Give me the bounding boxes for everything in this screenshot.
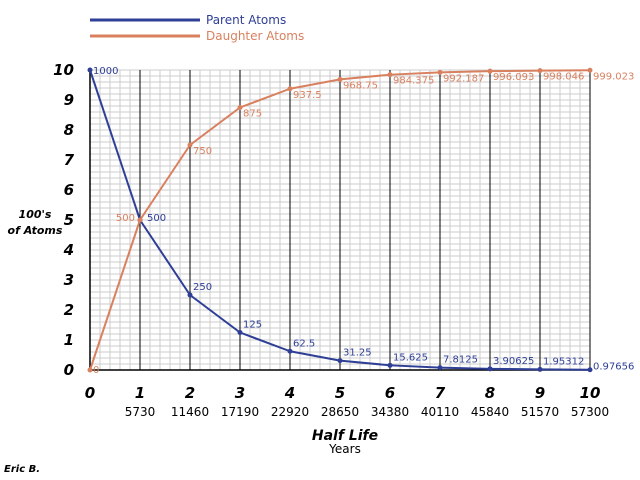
data-labels: 1000 500 250 125 62.5 31.25 15.625 7.8125 3.9062… <box>93 66 634 376</box>
y-tick-label: 5 <box>64 211 74 229</box>
legend-label: Parent Atoms <box>206 13 286 27</box>
parent-atoms-point <box>537 366 543 372</box>
x-tick-year: 11460 <box>171 405 209 419</box>
tick-labels: 0 1 2 3 4 5 6 7 8 9 10 0 1 5730 2 11460 3 17190 4 22920 5 286… <box>53 61 609 419</box>
y-axis-label-line1: 100's <box>18 208 52 221</box>
parent-atoms-data-label: 250 <box>193 282 212 293</box>
daughter-atoms-point <box>87 367 93 373</box>
x-tick-year: 17190 <box>221 405 259 419</box>
parent-atoms-point <box>237 330 243 335</box>
x-tick-label: 6 <box>385 384 395 402</box>
y-tick-label: 0 <box>64 361 74 379</box>
x-tick-label: 1 <box>135 384 145 402</box>
x-tick-year: 5730 <box>125 405 156 419</box>
parent-atoms-data-label: 7.8125 <box>443 355 478 366</box>
parent-atoms-point <box>187 292 193 298</box>
x-tick-label: 2 <box>185 384 195 402</box>
daughter-atoms-point <box>187 142 193 148</box>
x-tick-year: 45840 <box>471 405 509 419</box>
author-credit: Eric B. <box>4 464 41 475</box>
y-axis-label: 100's of Atoms <box>4 207 66 239</box>
daughter-atoms-data-label: 750 <box>193 146 212 157</box>
parent-atoms-point <box>387 362 393 368</box>
x-tick-year: 40110 <box>421 405 459 419</box>
daughter-atoms-point <box>337 76 343 82</box>
daughter-atoms-data-label: 992.187 <box>443 73 484 84</box>
daughter-atoms-data-label: 937.5 <box>293 90 322 101</box>
y-tick-label: 1 <box>64 331 74 349</box>
x-tick-year: 57300 <box>571 405 609 419</box>
parent-atoms-data-label: 500 <box>147 213 166 224</box>
daughter-atoms-data-label: 996.093 <box>493 72 534 83</box>
x-tick-year: 22920 <box>271 405 309 419</box>
parent-atoms-point <box>337 358 343 364</box>
parent-atoms-point <box>487 366 493 372</box>
daughter-atoms-data-label: 984.375 <box>393 76 434 87</box>
plot-grid <box>89 69 591 371</box>
daughter-atoms-point <box>387 72 393 78</box>
daughter-atoms-point <box>287 86 293 92</box>
parent-atoms-data-label: 62.5 <box>293 338 315 349</box>
series-group <box>87 67 593 373</box>
parent-atoms-data-label: 3.90625 <box>493 356 534 367</box>
parent-atoms-point <box>87 67 93 73</box>
y-tick-label: 4 <box>63 241 74 259</box>
daughter-atoms-point <box>487 68 493 74</box>
parent-atoms-point <box>587 367 593 373</box>
y-axis-label-line2: of Atoms <box>7 224 63 237</box>
x-tick-year: 34380 <box>371 405 409 419</box>
x-axis-sublabel: Years <box>329 442 361 456</box>
daughter-atoms-point <box>437 69 443 75</box>
parent-atoms-point <box>287 348 293 354</box>
y-tick-label: 2 <box>64 301 74 319</box>
daughter-atoms-point <box>537 68 543 74</box>
x-tick-year: 28650 <box>321 405 359 419</box>
parent-atoms-data-label: 1.95312 <box>543 356 584 367</box>
y-tick-label: 9 <box>64 91 74 109</box>
parent-atoms-data-label: 0.97656 <box>593 362 634 373</box>
parent-atoms-data-label: 1000 <box>93 66 118 77</box>
daughter-atoms-data-label: 0 <box>93 365 99 376</box>
x-tick-label: 7 <box>435 384 446 402</box>
daughter-atoms-point <box>587 67 593 73</box>
parent-atoms-data-label: 15.625 <box>393 352 428 363</box>
x-tick-label: 0 <box>85 384 95 402</box>
x-tick-label: 10 <box>580 384 601 402</box>
x-tick-label: 5 <box>335 384 345 402</box>
y-tick-label: 6 <box>64 181 74 199</box>
x-tick-label: 4 <box>284 384 295 402</box>
parent-atoms-data-label: 125 <box>243 320 262 331</box>
legend-label: Daughter Atoms <box>206 29 304 43</box>
y-tick-label: 7 <box>64 151 75 169</box>
x-tick-label: 8 <box>485 384 495 402</box>
x-tick-label: 3 <box>235 384 245 402</box>
parent-atoms-point <box>437 365 443 371</box>
legend: Parent Atoms Daughter Atoms <box>90 13 304 43</box>
y-tick-label: 3 <box>64 271 74 289</box>
x-tick-year: 51570 <box>521 405 559 419</box>
y-tick-label: 8 <box>64 121 74 139</box>
x-tick-label: 9 <box>535 384 545 402</box>
daughter-atoms-data-label: 999.023 <box>593 71 634 82</box>
daughter-atoms-data-label: 500 <box>116 213 135 224</box>
y-tick-label: 10 <box>53 61 74 79</box>
daughter-atoms-data-label: 968.75 <box>343 80 378 91</box>
daughter-atoms-point <box>237 105 243 110</box>
parent-atoms-data-label: 31.25 <box>343 348 372 359</box>
daughter-atoms-data-label: 875 <box>243 109 262 120</box>
daughter-atoms-point <box>137 217 143 223</box>
daughter-atoms-data-label: 998.046 <box>543 72 584 83</box>
x-axis-label: Half Life <box>311 428 379 444</box>
